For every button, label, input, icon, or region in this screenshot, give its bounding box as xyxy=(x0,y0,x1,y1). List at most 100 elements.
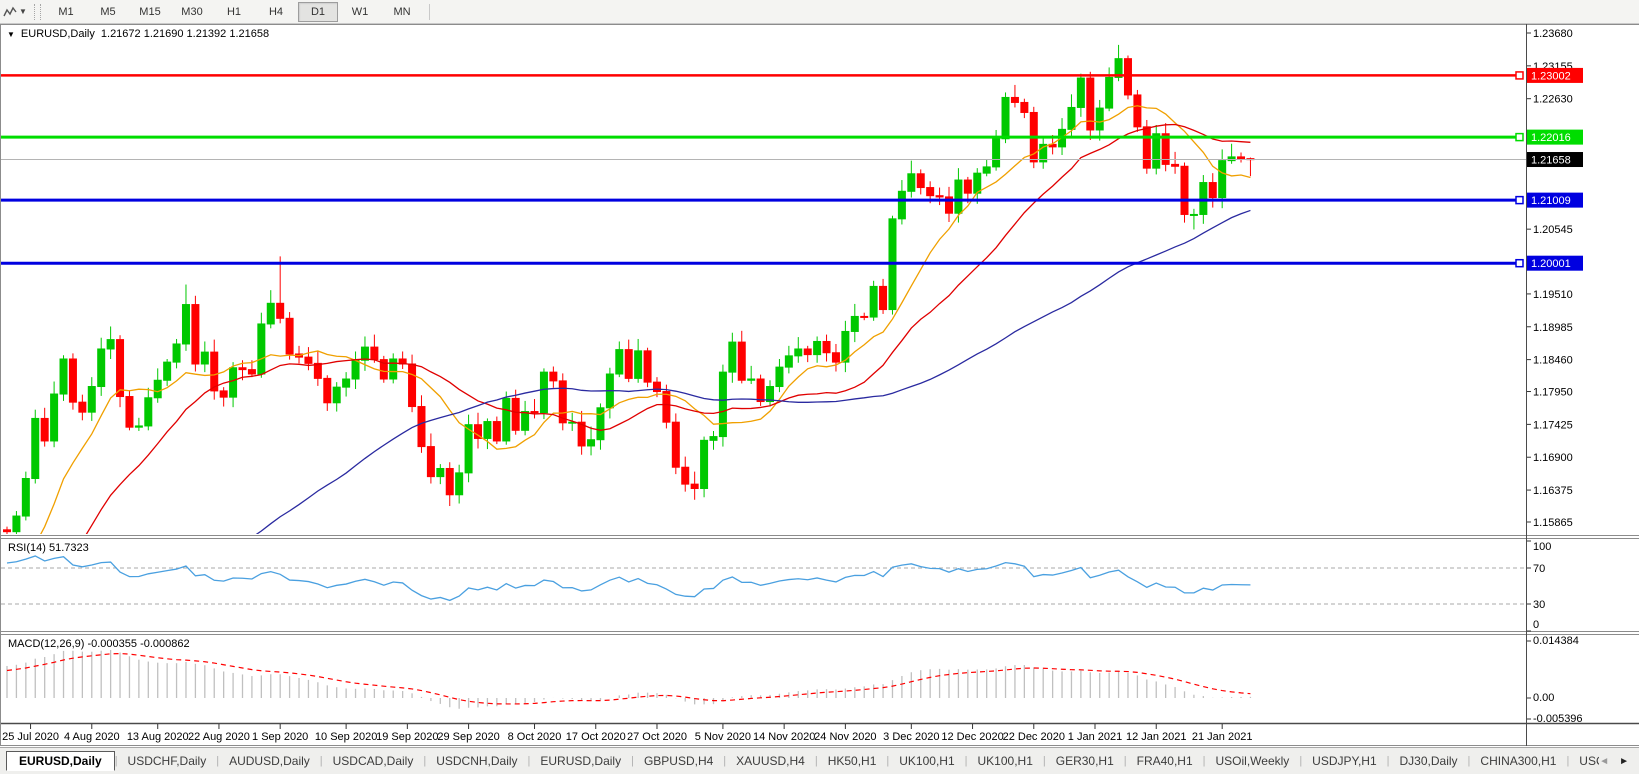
timeframe-button-m5[interactable]: M5 xyxy=(100,5,116,18)
timeframe-button-h4[interactable]: H4 xyxy=(268,5,284,18)
candle xyxy=(323,375,332,411)
macd-axis-label: 0.00 xyxy=(1533,692,1554,704)
candle xyxy=(1020,98,1029,119)
date-label: 12 Dec 2020 xyxy=(941,731,1003,743)
chart-tab-china300-h1[interactable]: CHINA300,H1 xyxy=(1480,754,1557,768)
chart-tab-audusd-daily[interactable]: AUDUSD,Daily xyxy=(229,754,310,768)
toolbar-grip[interactable] xyxy=(34,3,41,20)
candle xyxy=(747,365,756,385)
candle xyxy=(596,403,605,450)
collapse-triangle-icon[interactable]: ▼ xyxy=(7,29,15,39)
candle xyxy=(172,338,181,369)
chart-tab-usdchf-daily[interactable]: USDCHF,Daily xyxy=(127,754,207,768)
candle xyxy=(530,399,539,419)
line-handle[interactable] xyxy=(1515,258,1524,268)
candle xyxy=(210,339,219,400)
tab-separator: | xyxy=(216,755,220,767)
tab-separator: | xyxy=(1386,755,1390,767)
candle xyxy=(643,347,652,388)
candle xyxy=(756,374,765,406)
candle xyxy=(709,430,718,450)
candle xyxy=(464,414,473,483)
candle xyxy=(304,347,313,371)
chart-tab-hk50-h1[interactable]: HK50,H1 xyxy=(827,754,877,768)
candle xyxy=(803,345,812,363)
rsi-axis-label: 100 xyxy=(1533,541,1551,553)
timeframe-button-w1[interactable]: W1 xyxy=(351,5,369,18)
date-label: 12 Jan 2021 xyxy=(1126,731,1187,743)
candle xyxy=(191,295,200,372)
price-tick-label: 1.22630 xyxy=(1533,94,1573,106)
candle xyxy=(3,526,11,534)
chart-ohlc-values: 1.21672 1.21690 1.21392 1.21658 xyxy=(100,28,270,40)
chart-tab-usdcnh-daily[interactable]: USDCNH,Daily xyxy=(436,754,518,768)
chart-tab-eurusd-daily[interactable]: EURUSD,Daily xyxy=(540,754,622,768)
candle xyxy=(87,377,96,421)
candle xyxy=(1171,151,1180,174)
price-tick-label: 1.19510 xyxy=(1533,289,1573,301)
candle xyxy=(106,326,115,359)
chart-tab-xauusd-h4[interactable]: XAUUSD,H4 xyxy=(736,754,805,768)
timeframe-buttons: M1 M5 M15 M30 H1 H4 D1 W1 MN xyxy=(45,0,423,23)
candle xyxy=(850,303,859,343)
timeframe-button-h1[interactable]: H1 xyxy=(226,5,242,18)
date-label: 10 Sep 2020 xyxy=(315,731,377,743)
price-badge xyxy=(1527,255,1583,271)
price-tick-label: 1.18985 xyxy=(1533,322,1573,334)
timeframe-button-d1[interactable]: D1 xyxy=(298,1,338,22)
candle xyxy=(945,186,953,222)
price-tick-label: 1.17950 xyxy=(1533,387,1573,399)
candle xyxy=(492,416,501,445)
candle xyxy=(1133,89,1142,132)
chart-tab-gbpusd-h4[interactable]: GBPUSD,H4 xyxy=(643,754,714,768)
chart-tab-uk100-h1[interactable]: UK100,H1 xyxy=(977,754,1033,768)
candle xyxy=(539,368,548,420)
indicator-menu-button[interactable]: ▼ xyxy=(0,2,30,22)
chart-tab-usdjpy-h1[interactable]: USDJPY,H1 xyxy=(1312,754,1377,768)
candle xyxy=(954,168,963,223)
price-badge-label: 1.23002 xyxy=(1531,70,1571,82)
macd-axis-label: -0.005396 xyxy=(1533,713,1583,725)
timeframe-button-m1[interactable]: M1 xyxy=(58,5,74,18)
chart-tab-fra40-h1[interactable]: FRA40,H1 xyxy=(1136,754,1193,768)
timeframe-button-mn[interactable]: MN xyxy=(393,5,411,18)
rsi-line xyxy=(6,555,1251,602)
date-label: 3 Dec 2020 xyxy=(883,731,939,743)
price-tick-label: 1.15865 xyxy=(1533,517,1573,529)
date-label: 4 Aug 2020 xyxy=(64,731,120,743)
tab-separator: | xyxy=(1123,755,1127,767)
tabs-scroll-left-icon[interactable]: ◄ xyxy=(1599,755,1610,767)
chart-tab-uk100-h1[interactable]: UK100,H1 xyxy=(899,754,955,768)
tab-separator: | xyxy=(1566,755,1570,767)
candle xyxy=(879,278,888,314)
date-label: 29 Sep 2020 xyxy=(437,731,499,743)
price-tick-label: 1.23680 xyxy=(1533,28,1573,40)
chart-tab-eurusd-daily[interactable]: EURUSD,Daily xyxy=(6,751,115,771)
chart-tab-usoil-[interactable]: USOil, xyxy=(1579,754,1599,768)
candle xyxy=(1123,55,1132,100)
chart-tab-ger30-h1[interactable]: GER30,H1 xyxy=(1055,754,1114,768)
line-handle[interactable] xyxy=(1515,195,1524,205)
candle xyxy=(417,395,426,453)
candle xyxy=(1237,152,1246,163)
price-badge-label: 1.22016 xyxy=(1531,132,1571,144)
timeframe-button-m30[interactable]: M30 xyxy=(181,5,203,18)
candle xyxy=(483,418,492,450)
price-badge xyxy=(1527,129,1583,145)
candle xyxy=(40,407,49,447)
rsi-axis-label: 0 xyxy=(1533,619,1539,631)
chart-tab-usdcad-daily[interactable]: USDCAD,Daily xyxy=(332,754,414,768)
chart-tab-usoil-weekly[interactable]: USOil,Weekly xyxy=(1215,754,1290,768)
line-handle[interactable] xyxy=(1515,132,1524,142)
candle xyxy=(982,160,991,177)
line-handle[interactable] xyxy=(1515,71,1524,80)
chart-tab-bar: EURUSD,Daily | USDCHF,Daily | AUDUSD,Daily | U… xyxy=(0,747,1639,774)
timeframe-button-m15[interactable]: M15 xyxy=(139,5,161,18)
candle xyxy=(784,345,793,374)
candle xyxy=(163,358,172,386)
date-label: 8 Oct 2020 xyxy=(508,731,562,743)
candle xyxy=(181,284,190,351)
tabs-scroll-right-icon[interactable]: ► xyxy=(1619,755,1629,767)
chart-tab-dj30-daily[interactable]: DJ30,Daily xyxy=(1399,754,1458,768)
